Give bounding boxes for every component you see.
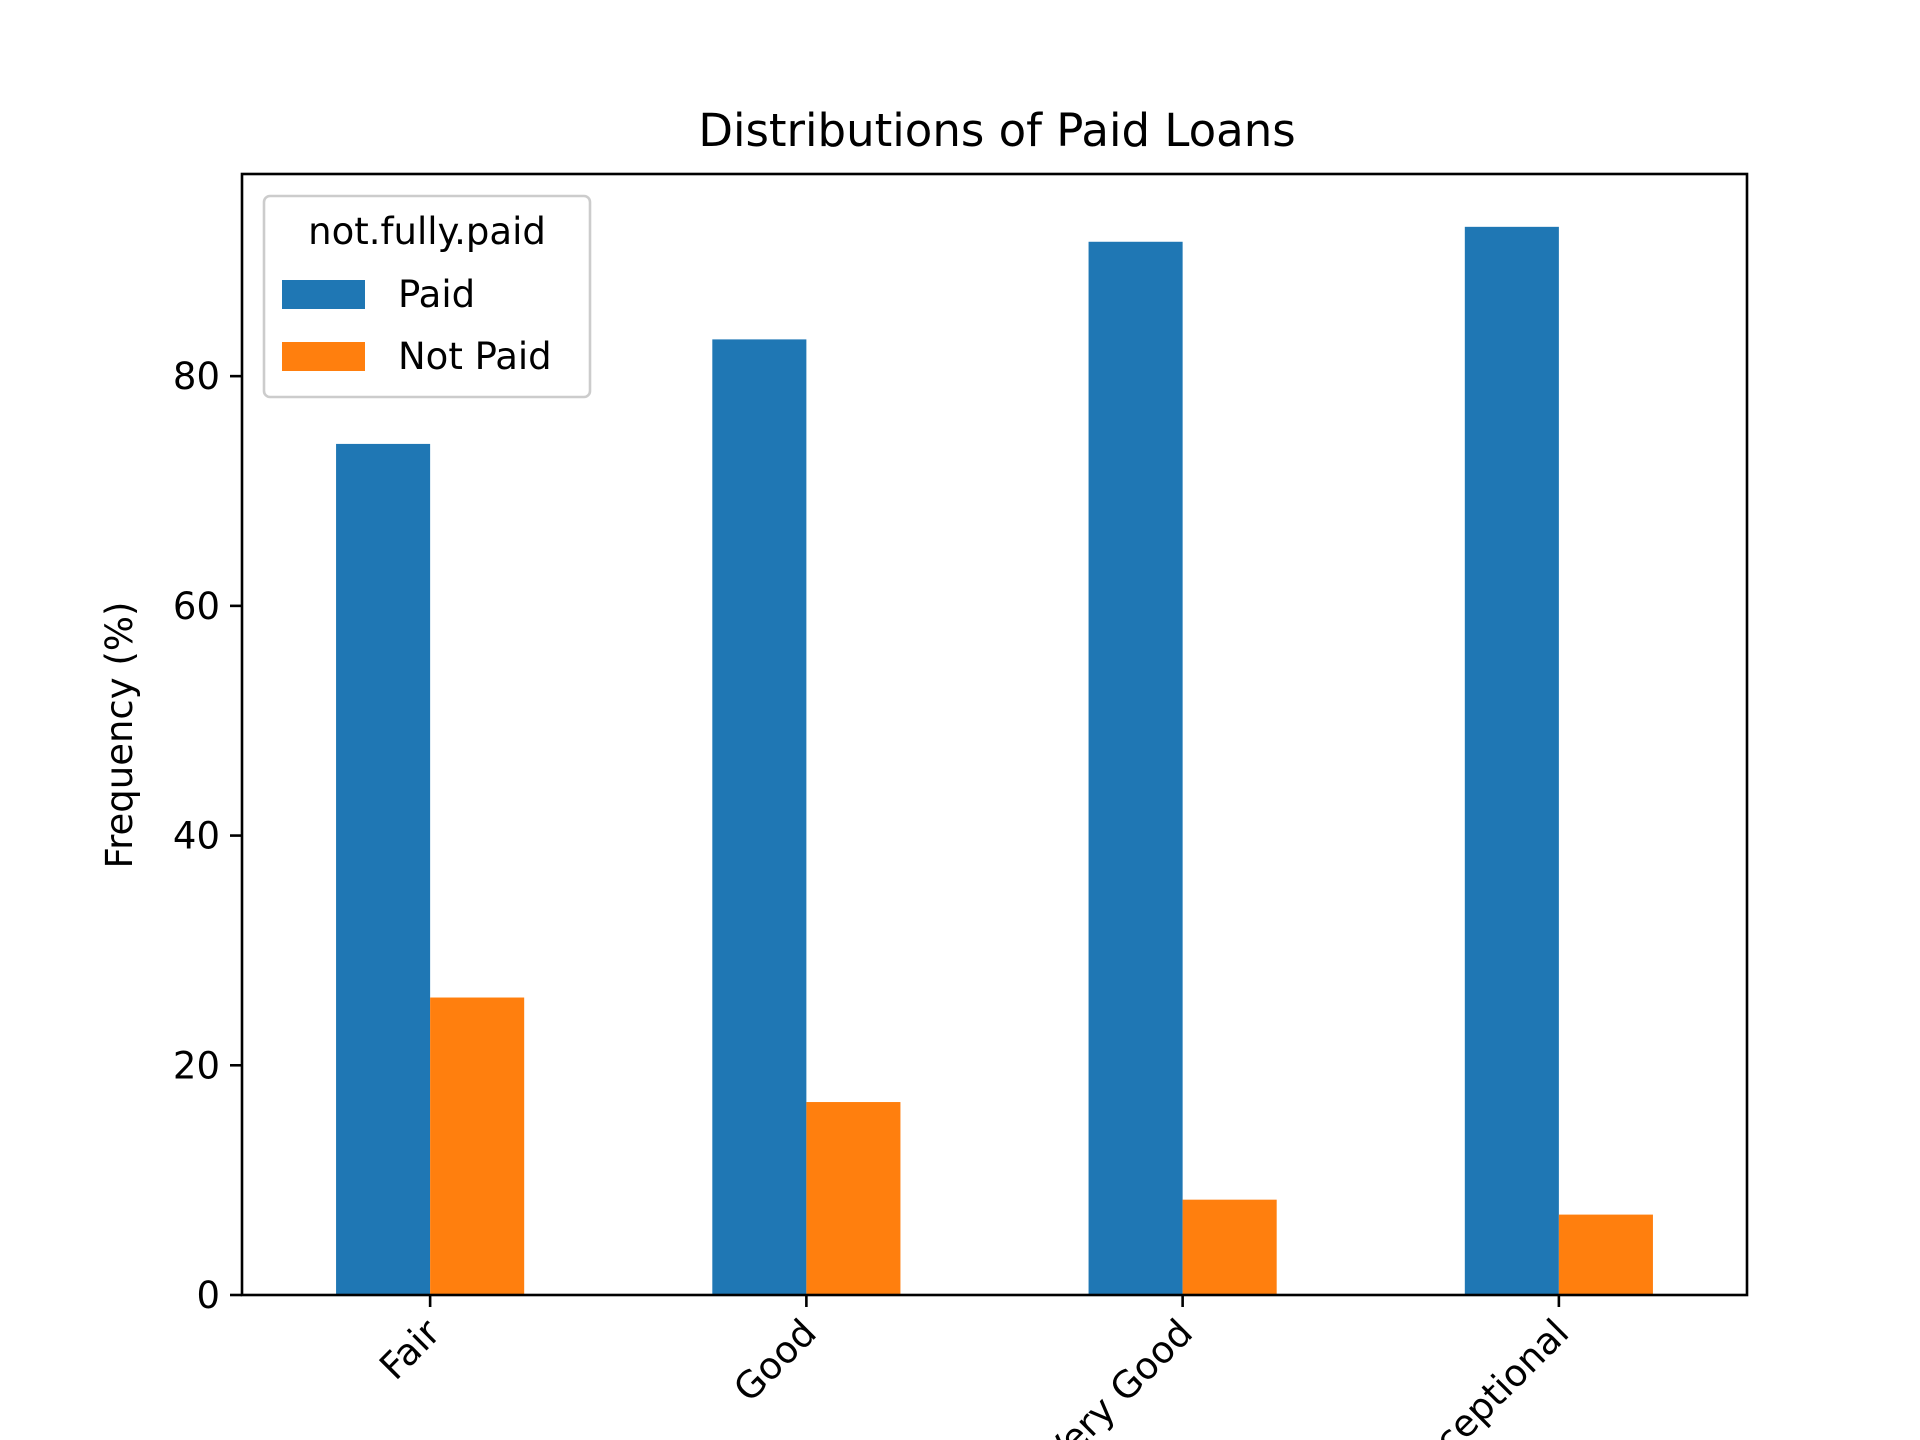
- legend-label-paid: Paid: [398, 273, 475, 316]
- legend: not.fully.paid Paid Not Paid: [262, 194, 592, 399]
- y-tick-label: 80: [173, 355, 220, 398]
- bar-not-paid-exceptional: [1558, 1214, 1653, 1295]
- x-tick-label-exceptional: Exceptional: [1395, 1311, 1577, 1440]
- y-tick-label: 20: [173, 1044, 220, 1087]
- plot-area: 0 20 40 60 80 Fair Good Very Good Exceptional: [173, 226, 1653, 1440]
- y-tick-label: 0: [196, 1274, 220, 1317]
- legend-swatch-not-paid: [282, 342, 365, 371]
- x-tick-label-fair: Fair: [371, 1310, 449, 1388]
- bar-not-paid-fair: [430, 997, 525, 1295]
- legend-label-not-paid: Not Paid: [398, 335, 552, 378]
- y-tick-label: 40: [173, 815, 220, 858]
- y-tick-label: 60: [173, 585, 220, 628]
- bar-not-paid-very-good: [1182, 1199, 1277, 1295]
- chart-title: Distributions of Paid Loans: [698, 104, 1295, 157]
- bar-paid-very-good: [1088, 241, 1183, 1295]
- legend-title: not.fully.paid: [308, 210, 546, 253]
- bar-paid-good: [712, 339, 807, 1295]
- bar-paid-exceptional: [1464, 226, 1559, 1296]
- x-tick-label-very-good: Very Good: [1035, 1311, 1201, 1440]
- axes-frame: [240, 172, 1749, 1297]
- legend-swatch-paid: [282, 280, 365, 309]
- y-axis-title: Frequency (%): [98, 602, 141, 869]
- bar-paid-fair: [336, 443, 431, 1295]
- x-tick-label-good: Good: [725, 1311, 824, 1410]
- bar-not-paid-good: [806, 1102, 901, 1295]
